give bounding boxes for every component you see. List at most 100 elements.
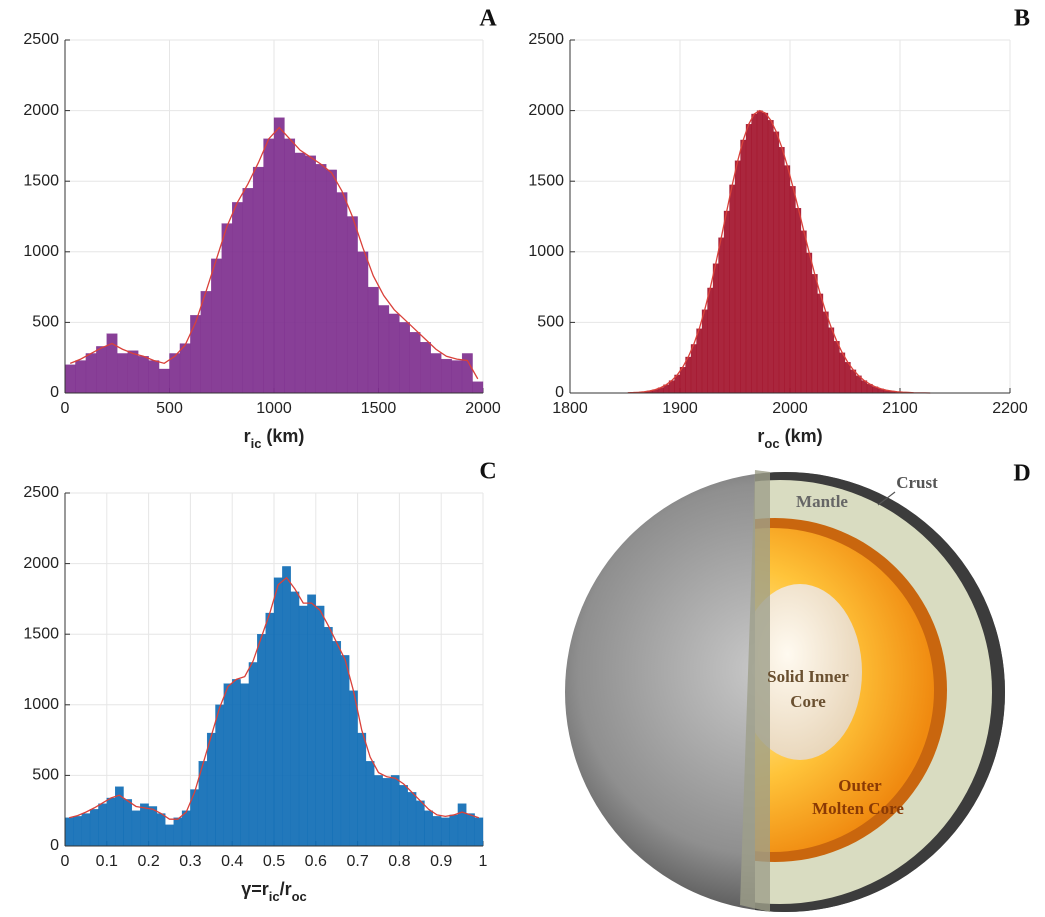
bar <box>165 825 173 846</box>
bar <box>450 815 458 846</box>
x-axis-label-part: (km) <box>261 426 304 446</box>
y-tick-label: 1500 <box>23 625 59 642</box>
y-tick-label: 500 <box>32 767 59 784</box>
bar <box>851 370 857 393</box>
bar <box>708 288 714 393</box>
bar <box>702 310 708 393</box>
bar <box>341 655 349 846</box>
bar <box>358 733 366 846</box>
bar <box>686 357 692 393</box>
bar <box>368 287 378 393</box>
bar <box>441 359 451 393</box>
bar <box>779 147 785 393</box>
bar <box>785 166 791 393</box>
bar <box>257 634 265 846</box>
y-tick-label: 1000 <box>23 696 59 713</box>
x-tick-label: 0.4 <box>221 853 243 870</box>
bar <box>829 328 835 393</box>
bar <box>324 627 332 846</box>
bar <box>316 606 324 846</box>
x-tick-label: 0.6 <box>305 853 327 870</box>
bar <box>211 259 221 393</box>
bar <box>159 369 169 393</box>
bar <box>458 804 466 846</box>
bar <box>307 595 315 846</box>
x-tick-label: 0.8 <box>388 853 410 870</box>
bar <box>466 814 474 846</box>
x-axis-label-part: oc <box>764 436 779 451</box>
bar <box>86 353 96 393</box>
bar <box>326 170 336 393</box>
y-tick-label: 0 <box>555 384 564 401</box>
outer-core-label: Outer <box>838 776 882 795</box>
bar <box>349 691 357 846</box>
x-tick-label: 1 <box>479 853 488 870</box>
bar <box>796 208 802 393</box>
bar <box>149 361 159 393</box>
y-tick-label: 500 <box>537 314 564 331</box>
x-tick-label: 0.7 <box>346 853 368 870</box>
bar <box>157 814 165 846</box>
bar <box>801 231 807 393</box>
bar <box>98 804 106 846</box>
y-tick-label: 2000 <box>23 555 59 572</box>
y-tick-label: 1000 <box>528 243 564 260</box>
bar <box>410 332 420 393</box>
bar <box>424 811 432 846</box>
y-tick-label: 0 <box>50 384 59 401</box>
bar <box>140 804 148 846</box>
bar <box>291 592 299 846</box>
bar <box>389 314 399 393</box>
bar <box>691 344 697 393</box>
y-tick-label: 2500 <box>528 31 564 48</box>
x-tick-label: 1900 <box>662 400 698 417</box>
bar <box>408 792 416 846</box>
crust-label: Crust <box>896 473 938 492</box>
bar <box>790 186 796 393</box>
bar <box>73 816 81 846</box>
bar <box>149 806 157 846</box>
bar <box>174 818 182 846</box>
bar <box>232 202 242 393</box>
bar <box>347 217 357 394</box>
bar <box>834 341 840 393</box>
bar <box>475 818 483 846</box>
outer-core-label: Molten Core <box>812 799 904 818</box>
bar <box>316 164 326 393</box>
y-tick-label: 500 <box>32 314 59 331</box>
bar <box>224 684 232 846</box>
bar <box>282 566 290 846</box>
bar <box>719 238 725 393</box>
y-tick-label: 2500 <box>23 484 59 501</box>
y-tick-label: 1500 <box>23 172 59 189</box>
bar <box>107 798 115 846</box>
panel-letter: C <box>479 459 496 485</box>
bar <box>433 816 441 846</box>
x-axis-label-part: γ=r <box>241 879 269 899</box>
bar <box>207 733 215 846</box>
x-tick-label: 0 <box>61 853 70 870</box>
bar <box>241 684 249 846</box>
x-tick-label: 0.1 <box>96 853 118 870</box>
bar <box>774 132 780 393</box>
x-axis-label-part: /r <box>280 879 292 899</box>
mantle-label: Mantle <box>796 492 848 511</box>
bar <box>845 362 851 393</box>
bar <box>65 365 75 393</box>
bar <box>96 346 106 393</box>
bar <box>128 351 138 393</box>
bar <box>416 801 424 846</box>
x-tick-label: 2100 <box>882 400 918 417</box>
inner-core-label: Solid Inner <box>767 667 849 686</box>
x-tick-label: 2000 <box>772 400 808 417</box>
bar <box>75 361 85 393</box>
bar <box>299 606 307 846</box>
bar <box>741 140 747 393</box>
bar <box>441 818 449 846</box>
x-axis-label-part: oc <box>292 889 307 904</box>
x-axis-label-part: ic <box>251 436 262 451</box>
x-axis-label-part: r <box>244 426 251 446</box>
bar <box>274 578 282 846</box>
